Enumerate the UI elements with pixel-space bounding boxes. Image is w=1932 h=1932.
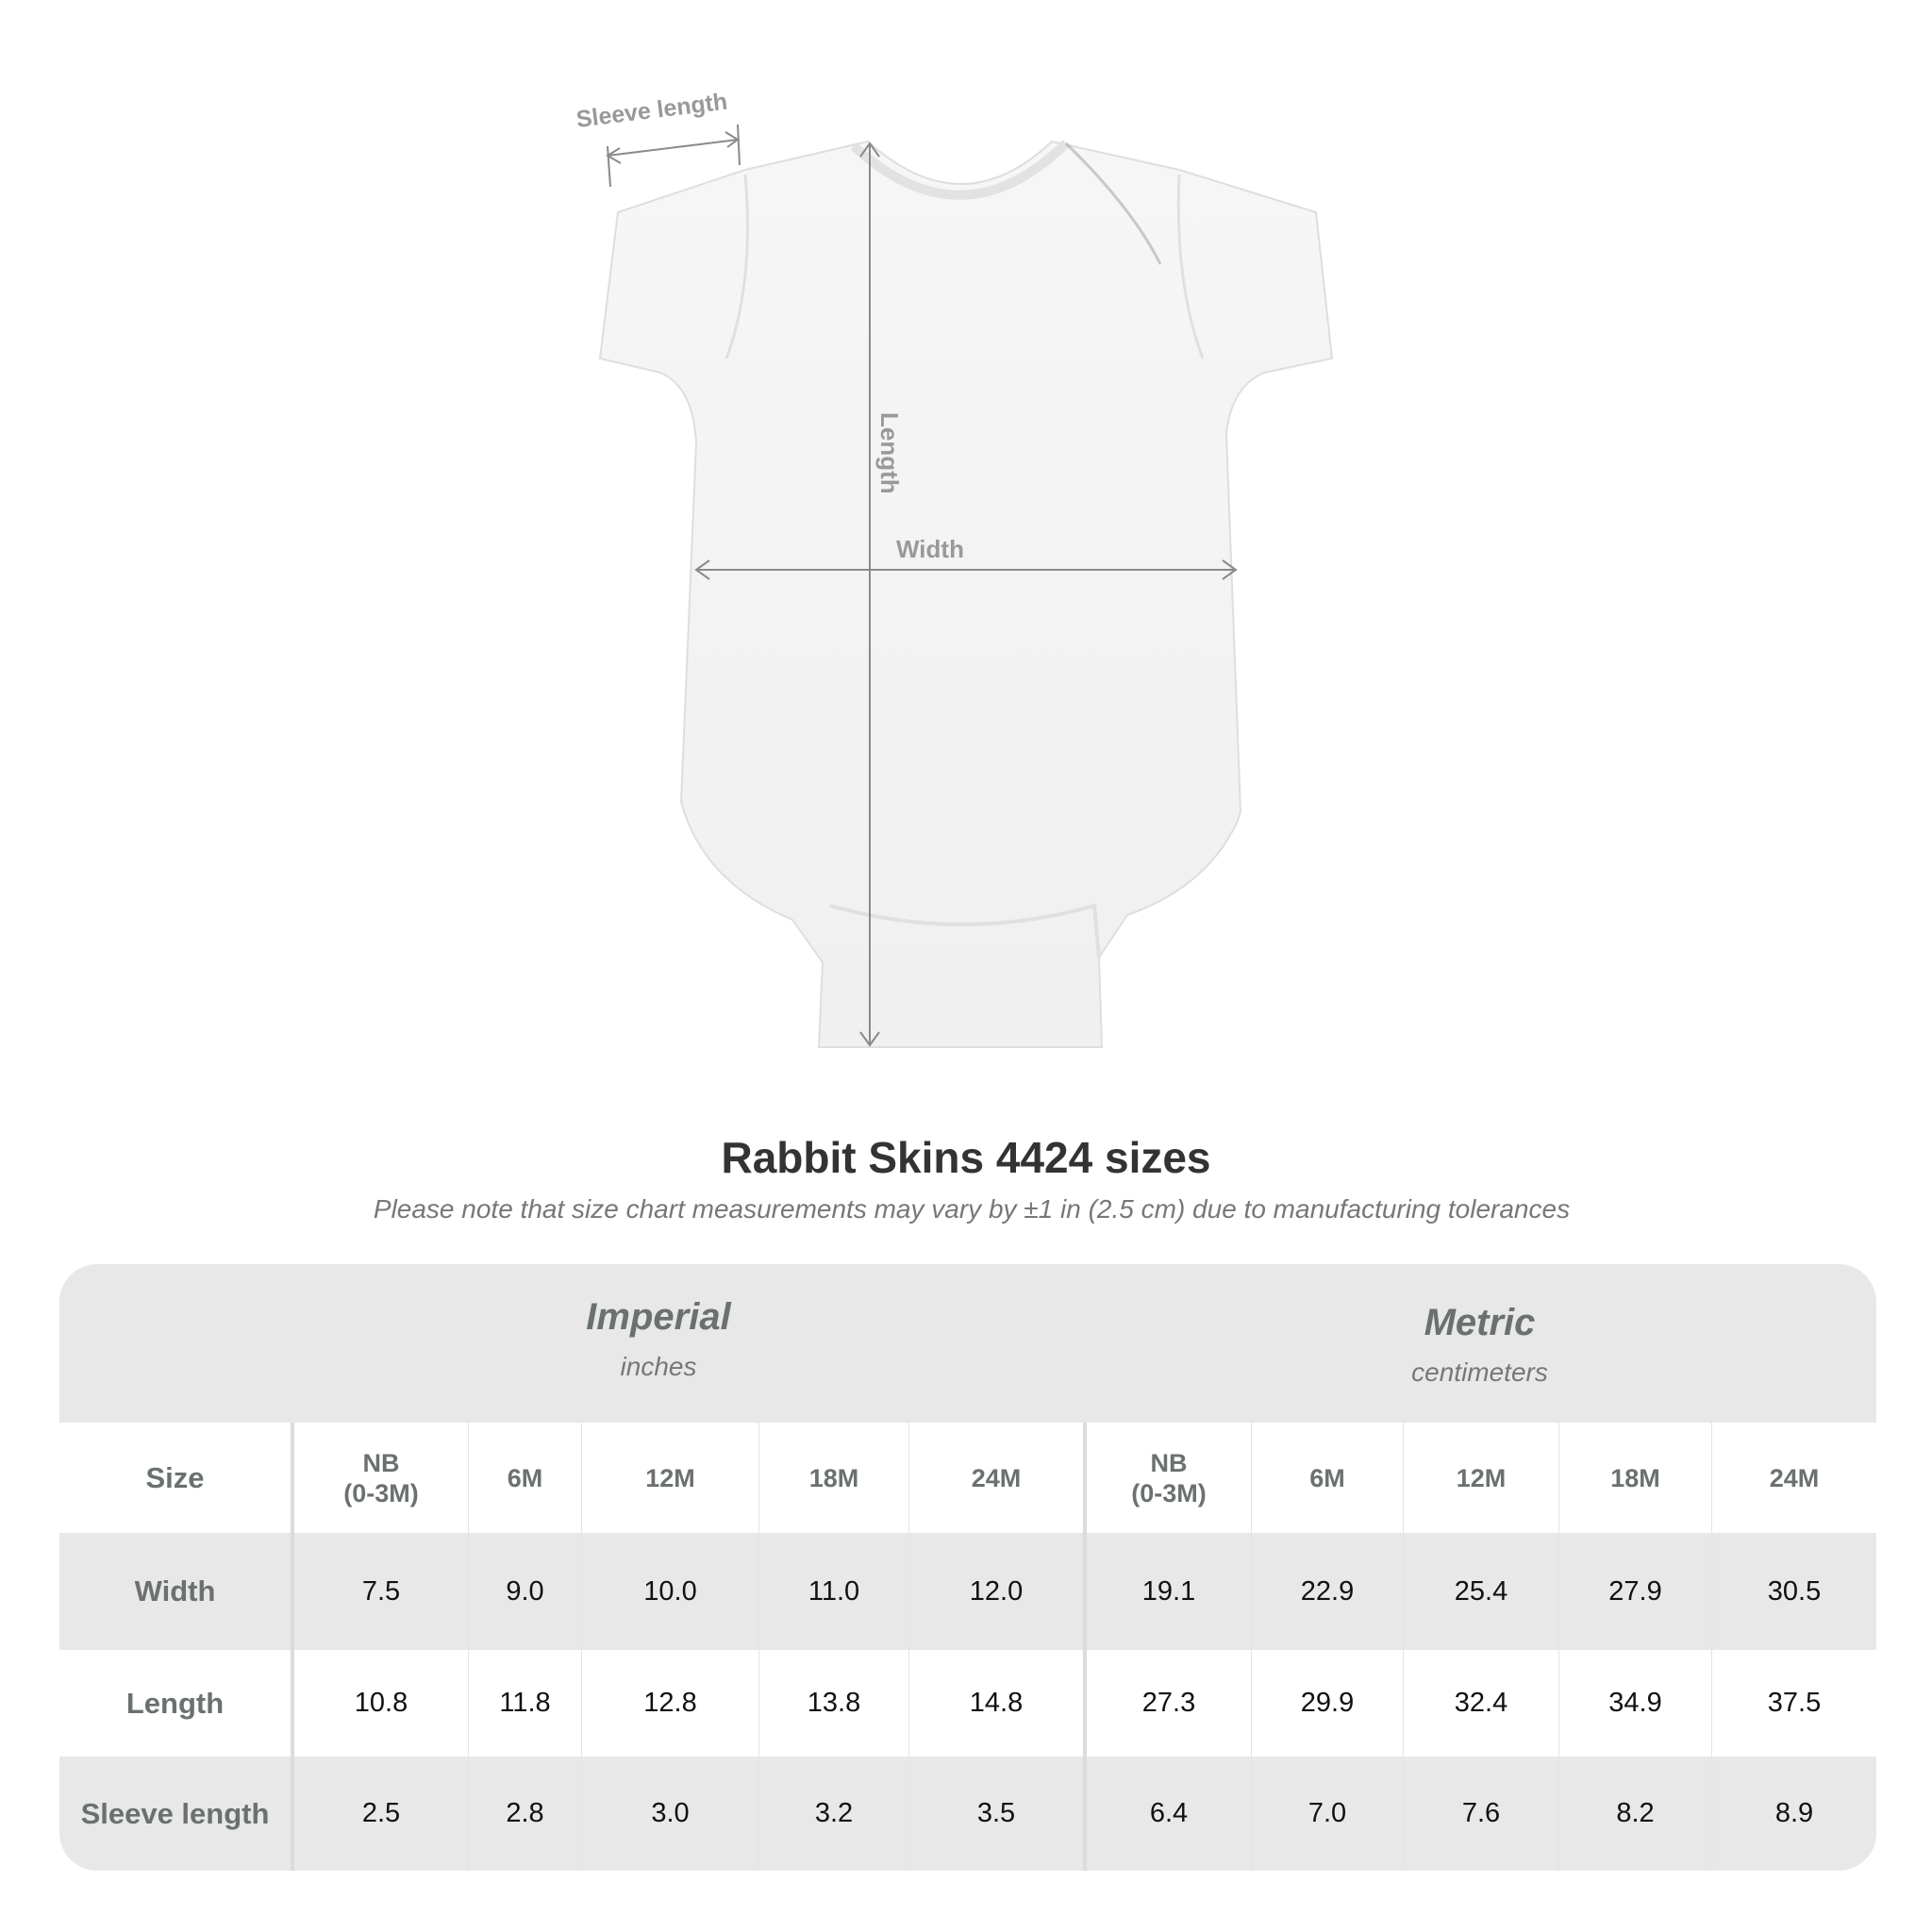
metric-size-header: 24M [1711, 1423, 1876, 1533]
metric-size-header: NB (0-3M) [1083, 1423, 1251, 1533]
table-cell: 12.0 [908, 1533, 1083, 1650]
group-header-band [59, 1264, 1876, 1423]
metric-size-header: 18M [1558, 1423, 1711, 1533]
sleeve-length-label: Sleeve length [575, 89, 728, 133]
row-band-width [59, 1533, 1876, 1650]
onesie-diagram: Sleeve length Length Width [575, 89, 1334, 1048]
table-cell: 12.8 [581, 1650, 758, 1757]
table-cell: 7.0 [1251, 1757, 1403, 1871]
imperial-size-header: 6M [468, 1423, 581, 1533]
table-cell: 7.5 [291, 1533, 468, 1650]
size-table: Imperial inches Metric centimeters Size N… [59, 1264, 1876, 1871]
width-label: Width [896, 535, 964, 563]
table-cell: 19.1 [1083, 1533, 1251, 1650]
imperial-label: Imperial [586, 1296, 731, 1338]
table-cell: 14.8 [908, 1650, 1083, 1757]
table-cell: 32.4 [1403, 1650, 1558, 1757]
table-cell: 13.8 [758, 1650, 908, 1757]
table-cell: 25.4 [1403, 1533, 1558, 1650]
measurement-arrows [606, 124, 1238, 1047]
table-cell: 22.9 [1251, 1533, 1403, 1650]
table-cell: 7.6 [1403, 1757, 1558, 1871]
length-label: Length [875, 412, 904, 494]
table-cell: 3.5 [908, 1757, 1083, 1871]
table-cell: 8.9 [1711, 1757, 1876, 1871]
metric-unit: centimeters [1411, 1357, 1548, 1387]
row-label: Width [134, 1574, 216, 1607]
row-label: Length [125, 1686, 225, 1720]
page-title: Rabbit Skins 4424 sizes [721, 1133, 1211, 1182]
table-cell: 11.0 [758, 1533, 908, 1650]
metric-size-header: 12M [1403, 1423, 1558, 1533]
imperial-group-header: Imperial inches [291, 1296, 1026, 1382]
table-cell: 3.2 [758, 1757, 908, 1871]
imperial-size-header: 12M [581, 1423, 758, 1533]
table-cell: 37.5 [1711, 1650, 1876, 1757]
imperial-size-header: NB (0-3M) [291, 1423, 468, 1533]
tolerance-note: Please note that size chart measurements… [373, 1194, 1571, 1224]
table-cell: 27.3 [1083, 1650, 1251, 1757]
table-cell: 8.2 [1558, 1757, 1711, 1871]
imperial-size-header: 18M [758, 1423, 908, 1533]
table-cell: 9.0 [468, 1533, 581, 1650]
table-cell: 30.5 [1711, 1533, 1876, 1650]
table-cell: 10.0 [581, 1533, 758, 1650]
table-cell: 27.9 [1558, 1533, 1711, 1650]
table-cell: 11.8 [468, 1650, 581, 1757]
table-cell: 6.4 [1083, 1757, 1251, 1871]
row-band-sleeve [59, 1757, 1876, 1871]
row-label: Sleeve length [80, 1796, 270, 1830]
table-cell: 34.9 [1558, 1650, 1711, 1757]
metric-group-header: Metric centimeters [1083, 1302, 1876, 1388]
table-cell: 2.5 [291, 1757, 468, 1871]
table-cell: 10.8 [291, 1650, 468, 1757]
table-cell: 29.9 [1251, 1650, 1403, 1757]
size-header: Size [145, 1460, 205, 1494]
table-cell: 2.8 [468, 1757, 581, 1871]
table-cell: 3.0 [581, 1757, 758, 1871]
imperial-unit: inches [620, 1352, 697, 1381]
onesie-garment [598, 140, 1334, 1048]
metric-size-header: 6M [1251, 1423, 1403, 1533]
metric-label: Metric [1424, 1302, 1536, 1343]
imperial-size-header: 24M [908, 1423, 1083, 1533]
